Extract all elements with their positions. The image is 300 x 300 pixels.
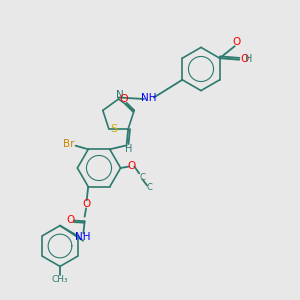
- Text: O: O: [240, 54, 248, 64]
- Text: H: H: [124, 144, 132, 154]
- Text: S: S: [111, 124, 118, 134]
- Text: C: C: [140, 172, 146, 182]
- Text: O: O: [66, 215, 74, 225]
- Text: C: C: [146, 183, 152, 192]
- Text: O: O: [232, 37, 240, 47]
- Text: N: N: [116, 90, 124, 100]
- Text: Br: Br: [63, 140, 74, 149]
- Text: O: O: [82, 199, 90, 209]
- Text: O: O: [128, 160, 136, 171]
- Text: H: H: [245, 54, 252, 64]
- Text: NH: NH: [141, 93, 156, 103]
- Text: NH: NH: [75, 232, 91, 242]
- Text: O: O: [120, 94, 128, 104]
- Text: CH₃: CH₃: [52, 275, 68, 284]
